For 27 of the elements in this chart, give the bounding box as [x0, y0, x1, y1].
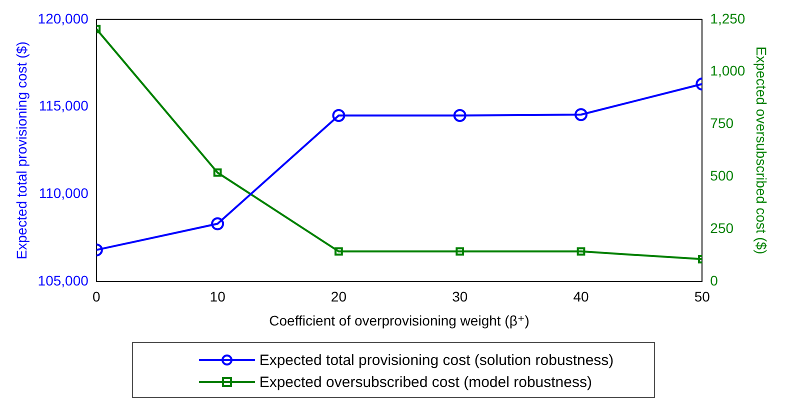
legend-label: Expected total provisioning cost (solution robustness): [259, 352, 614, 368]
point: [576, 247, 586, 256]
y2-tick-label: 500: [710, 167, 734, 184]
point: [213, 168, 222, 177]
x-axis-title: Coefficient of overprovisioning weight (β⁺): [269, 312, 530, 328]
x-tick-label: 20: [330, 288, 347, 305]
legend-label: Expected oversubscribed cost (model robustness): [259, 374, 592, 390]
y2-tick-label: 1,250: [710, 10, 746, 26]
y-tick-label: 120,000: [38, 10, 89, 26]
x-tick-label: 40: [573, 288, 590, 305]
y2-tick-label: 0: [710, 272, 718, 288]
y2-tick-label: 250: [710, 220, 734, 236]
y-tick-label: 115,000: [38, 98, 89, 114]
y-tick-label: 105,000: [38, 272, 89, 288]
x-tick-label: 0: [92, 288, 101, 305]
y-axis-title: Expected total provisioning cost ($): [13, 41, 30, 260]
x-tick-label: 10: [210, 288, 226, 305]
point: [453, 108, 466, 122]
point: [334, 247, 343, 256]
x-tick-label: 30: [452, 288, 468, 305]
x-tick-label: 50: [694, 288, 710, 305]
y-tick-label: 110,000: [38, 184, 89, 201]
point: [332, 108, 346, 122]
y2-tick-label: 1,000: [710, 62, 746, 79]
point: [456, 247, 464, 256]
y2-axis-title: Expected oversubscribed cost ($): [754, 46, 770, 254]
y2-tick-label: 750: [710, 115, 734, 132]
